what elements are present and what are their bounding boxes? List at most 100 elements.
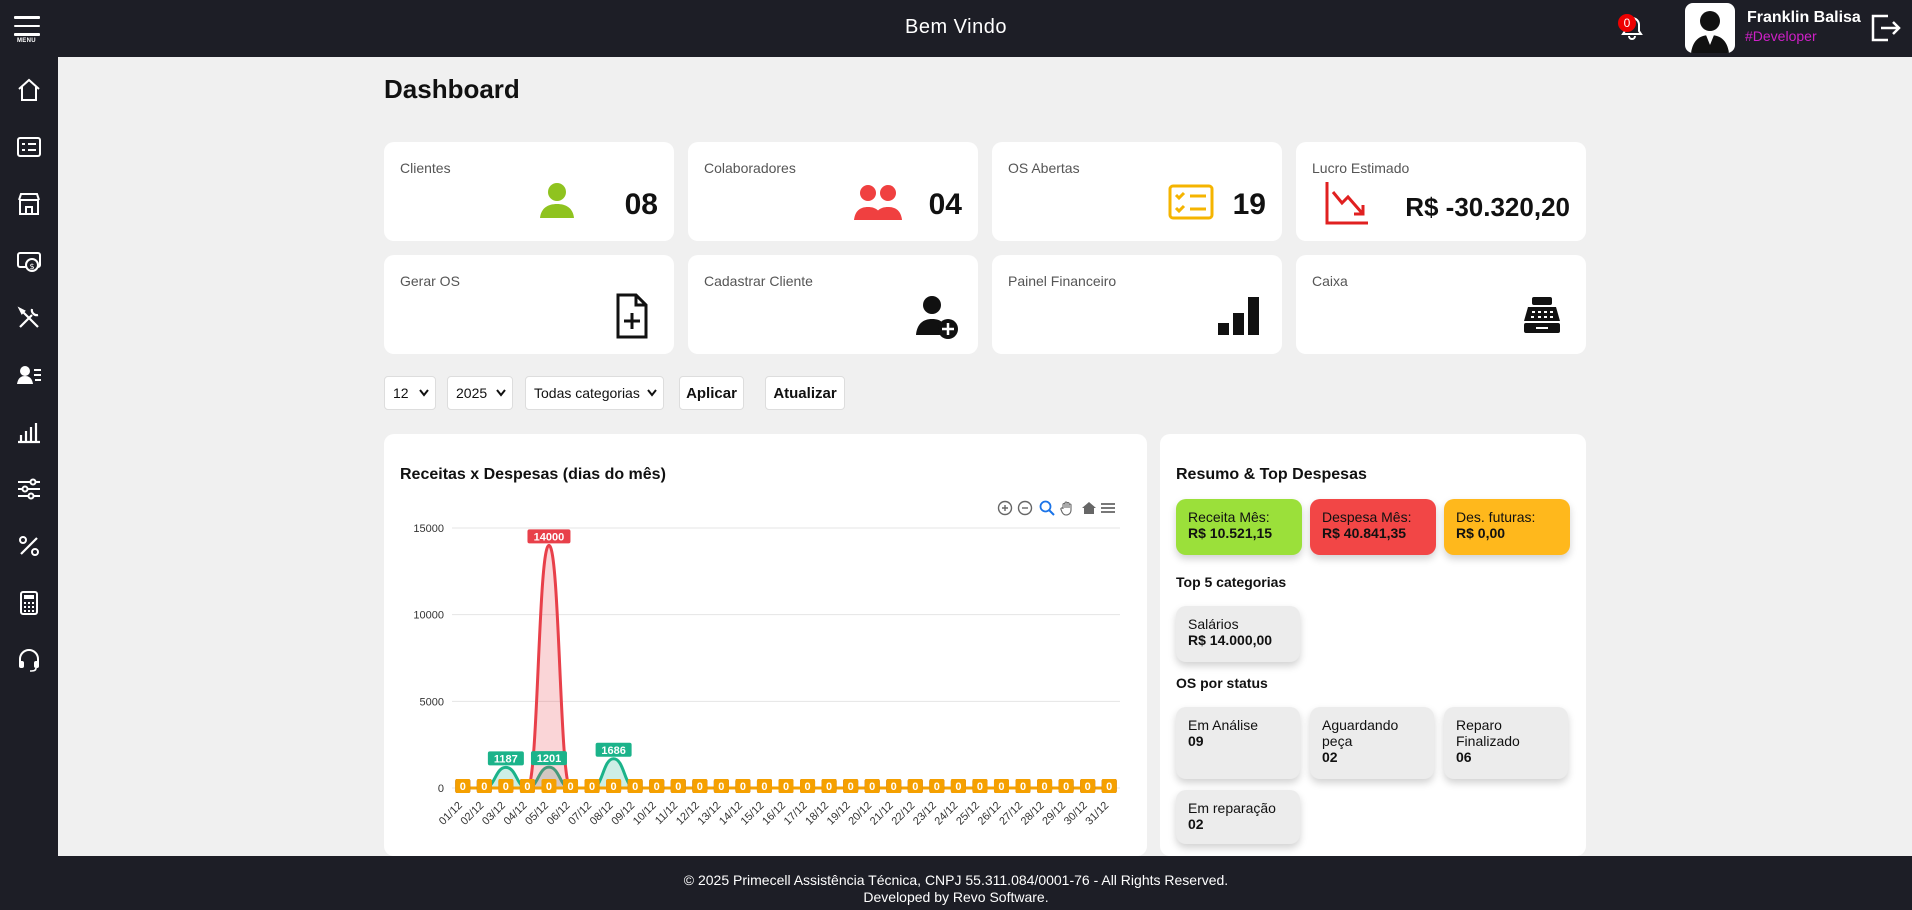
user-add-icon xyxy=(916,295,958,344)
status-label: Em reparação xyxy=(1188,800,1276,816)
shortcut-caixa[interactable]: Caixa xyxy=(1296,255,1586,354)
zoom-selection-icon[interactable] xyxy=(1039,500,1055,516)
x-tick-label: 17/12 xyxy=(782,800,810,828)
status-value: 02 xyxy=(1188,816,1204,832)
stat-card-lucro-estimado[interactable]: Lucro Estimado R$ -30.320,20 xyxy=(1296,142,1586,241)
sidebar-store-icon[interactable] xyxy=(14,189,44,219)
status-label: Em Análise xyxy=(1188,717,1259,733)
sidebar-checklist-icon[interactable] xyxy=(14,132,44,162)
data-label: 0 xyxy=(460,781,466,793)
expense-value: R$ 40.841,35 xyxy=(1322,525,1407,541)
x-tick-label: 22/12 xyxy=(889,800,917,828)
stat-value: 04 xyxy=(928,188,962,221)
data-label-bg xyxy=(584,779,600,793)
x-tick-label: 30/12 xyxy=(1062,800,1090,828)
data-label-bg xyxy=(541,779,557,793)
trend-down-icon xyxy=(1324,180,1370,231)
stat-card-colaboradores[interactable]: Colaboradores 04 xyxy=(688,142,978,241)
data-label-bg xyxy=(530,751,567,766)
expense-chip: Despesa Mês: R$ 40.841,35 xyxy=(1310,499,1436,555)
top-category-card: Salários R$ 14.000,00 xyxy=(1176,606,1300,662)
x-tick-label: 24/12 xyxy=(933,800,961,828)
category-select[interactable]: Todas categorias xyxy=(525,376,664,410)
sidebar-calculator-icon[interactable] xyxy=(14,588,44,618)
sidebar-bar-chart-icon[interactable] xyxy=(14,417,44,447)
sidebar-percent-icon[interactable] xyxy=(14,531,44,561)
x-tick-label: 19/12 xyxy=(825,800,853,828)
y-tick-label: 15000 xyxy=(413,523,444,535)
data-label-bg xyxy=(950,779,966,793)
home-reset-icon[interactable] xyxy=(1081,500,1097,516)
shortcut-cadastrar-cliente[interactable]: Cadastrar Cliente xyxy=(688,255,978,354)
data-label-bg xyxy=(907,779,923,793)
x-tick-label: 16/12 xyxy=(760,800,788,828)
x-tick-label: 23/12 xyxy=(911,800,939,828)
year-select[interactable]: 2025 xyxy=(447,376,513,410)
chart-menu-icon[interactable] xyxy=(1100,500,1116,516)
stat-value: 08 xyxy=(624,188,658,221)
user-name: Franklin Balisa xyxy=(1747,9,1861,26)
revenue-expense-chart: 0 5000 10000 15000 0 0 1187 0 1201 0 0 1686 0 0 0 0 0 0 0 0… xyxy=(413,523,1120,828)
stat-label: Colaboradores xyxy=(704,160,796,176)
data-label-bg xyxy=(1080,779,1096,793)
stat-label: Lucro Estimado xyxy=(1312,160,1410,176)
apply-button[interactable]: Aplicar xyxy=(679,376,744,410)
month-select[interactable]: 12 xyxy=(384,376,436,410)
data-label: 0 xyxy=(654,781,660,793)
x-tick-label: 06/12 xyxy=(545,800,573,828)
future-expense-value: R$ 0,00 xyxy=(1456,525,1506,541)
data-label-bg xyxy=(670,779,686,793)
sidebar-home-icon[interactable] xyxy=(14,75,44,105)
menu-button[interactable]: MENU xyxy=(14,16,44,46)
stat-card-clientes[interactable]: Clientes 08 xyxy=(384,142,674,241)
y-tick-label: 10000 xyxy=(413,610,444,622)
sidebar-tools-icon[interactable] xyxy=(14,303,44,333)
status-label: Aguardando peça xyxy=(1322,717,1399,749)
sidebar-money-icon[interactable]: $ xyxy=(14,246,44,276)
data-label-bg xyxy=(692,779,708,793)
shortcut-label: Gerar OS xyxy=(400,273,460,289)
data-label: 1201 xyxy=(537,753,561,765)
status-card-reparo-finalizado: Reparo Finalizado 06 xyxy=(1444,707,1568,779)
chevron-down-icon xyxy=(496,389,506,397)
series-area xyxy=(462,758,1110,788)
x-tick-label: 05/12 xyxy=(523,800,551,828)
shortcut-painel-financeiro[interactable]: Painel Financeiro xyxy=(992,255,1282,354)
data-label: 0 xyxy=(632,781,638,793)
status-card-em-analise: Em Análise 09 xyxy=(1176,707,1300,779)
stat-card-os-abertas[interactable]: OS Abertas 19 xyxy=(992,142,1282,241)
data-label: 0 xyxy=(977,781,983,793)
data-label-bg xyxy=(527,529,571,544)
year-value: 2025 xyxy=(456,385,488,401)
x-tick-label: 18/12 xyxy=(803,800,831,828)
data-label: 0 xyxy=(934,781,940,793)
zoom-in-icon[interactable] xyxy=(997,500,1013,516)
sidebar-headset-icon[interactable] xyxy=(14,645,44,675)
expense-label: Despesa Mês: xyxy=(1322,509,1412,525)
data-label-bg xyxy=(1058,779,1074,793)
user-icon xyxy=(538,182,576,223)
sidebar-user-list-icon[interactable] xyxy=(14,360,44,390)
pan-hand-icon[interactable] xyxy=(1059,500,1075,516)
x-tick-label: 01/12 xyxy=(437,800,465,828)
y-tick-label: 0 xyxy=(438,783,444,795)
zoom-out-icon[interactable] xyxy=(1017,500,1033,516)
sidebar-sliders-icon[interactable] xyxy=(14,474,44,504)
data-label: 0 xyxy=(503,781,509,793)
data-label-bg xyxy=(972,779,988,793)
chart-panel: Receitas x Despesas (dias do mês) 0 5000 1… xyxy=(384,434,1147,856)
data-label-bg xyxy=(487,751,524,766)
refresh-button[interactable]: Atualizar xyxy=(765,376,845,410)
month-value: 12 xyxy=(393,385,409,401)
logout-icon[interactable] xyxy=(1868,12,1902,44)
shortcut-gerar-os[interactable]: Gerar OS xyxy=(384,255,674,354)
category-value: Todas categorias xyxy=(534,385,640,401)
data-label-bg xyxy=(1015,779,1031,793)
data-label-bg xyxy=(476,779,492,793)
revenue-value: R$ 10.521,15 xyxy=(1188,525,1273,541)
avatar[interactable] xyxy=(1685,3,1735,53)
x-tick-label: 20/12 xyxy=(846,800,874,828)
data-label-bg xyxy=(563,779,579,793)
x-tick-label: 14/12 xyxy=(717,800,745,828)
data-label-bg xyxy=(821,779,837,793)
